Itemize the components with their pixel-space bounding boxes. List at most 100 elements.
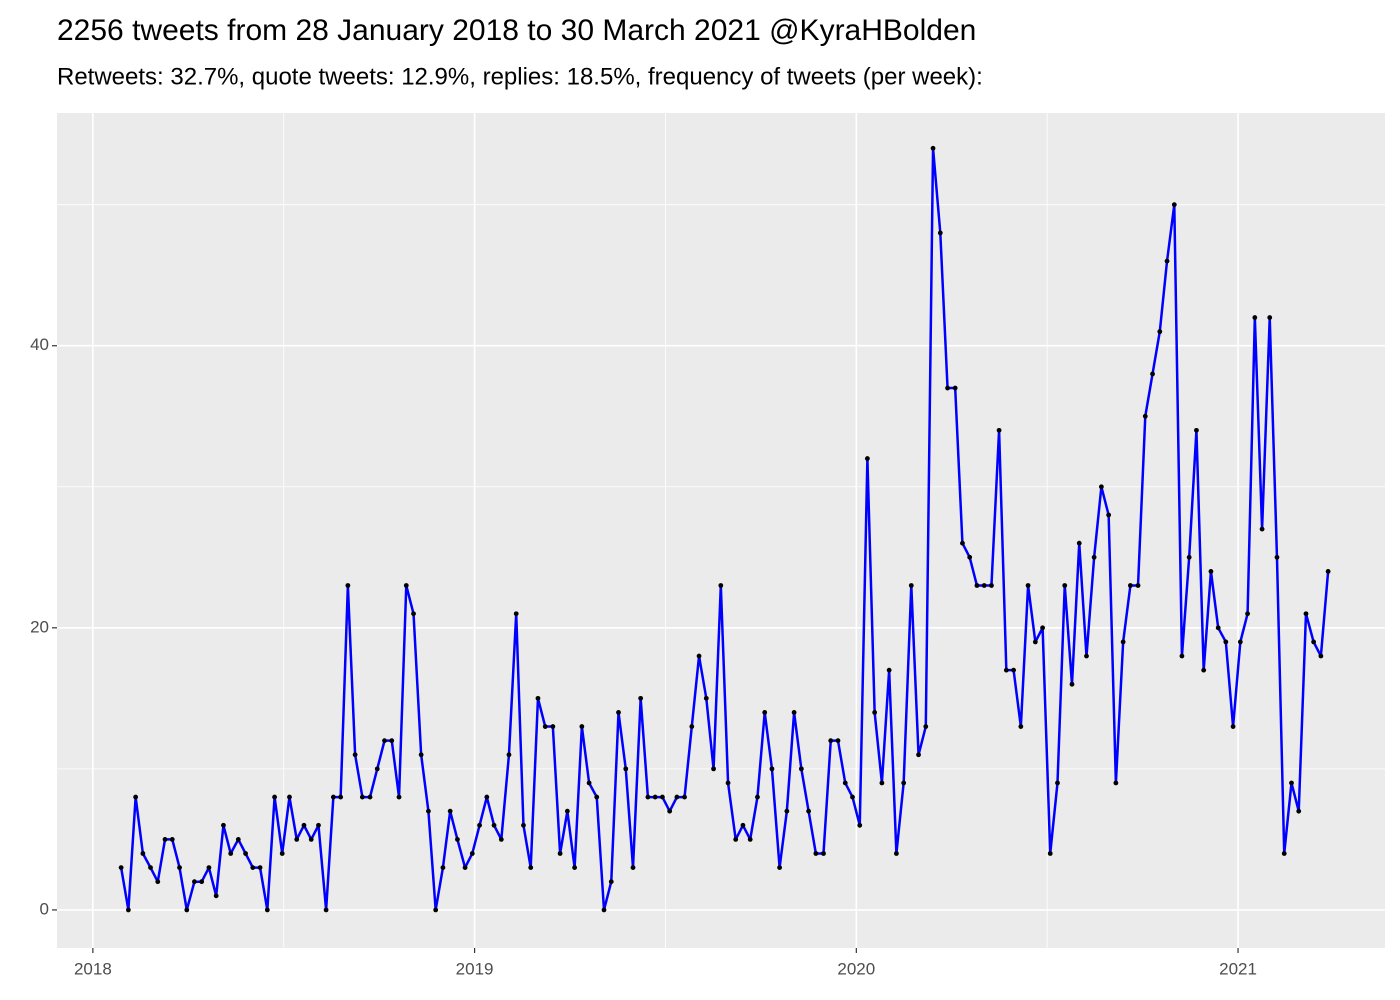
point	[352, 752, 358, 758]
point	[338, 794, 344, 800]
point	[608, 879, 614, 885]
point	[521, 822, 526, 828]
point	[594, 794, 600, 800]
point	[1135, 583, 1141, 588]
x-tick-label: 2021	[1219, 959, 1257, 978]
point	[893, 851, 899, 856]
point	[140, 851, 146, 856]
point	[118, 865, 124, 871]
point	[901, 780, 907, 786]
point	[287, 794, 292, 800]
point	[989, 583, 994, 588]
point	[440, 865, 446, 871]
point	[125, 907, 131, 913]
point	[491, 822, 497, 828]
point	[733, 836, 739, 842]
point	[623, 766, 629, 772]
point	[630, 865, 636, 871]
point	[1245, 611, 1250, 617]
point	[447, 808, 453, 814]
x-tick-label: 2020	[837, 959, 875, 978]
point	[908, 583, 914, 588]
point	[243, 851, 248, 856]
point	[711, 766, 716, 772]
point	[1281, 851, 1287, 856]
point	[1032, 639, 1038, 645]
point	[638, 695, 644, 701]
line	[119, 147, 1330, 912]
point	[806, 808, 812, 814]
point	[1098, 484, 1104, 490]
point	[535, 695, 541, 701]
point	[359, 794, 365, 800]
point	[981, 583, 987, 588]
point	[550, 724, 556, 729]
point	[857, 822, 863, 828]
point	[426, 808, 431, 814]
point	[542, 724, 548, 729]
point	[1150, 371, 1155, 377]
point	[184, 907, 190, 913]
point	[477, 822, 482, 828]
point	[872, 710, 878, 715]
point	[1127, 583, 1133, 588]
point	[937, 230, 943, 236]
point	[1062, 583, 1068, 588]
point	[1194, 427, 1199, 433]
point	[396, 794, 402, 800]
point	[330, 794, 336, 800]
point	[1289, 780, 1294, 786]
point	[1274, 554, 1280, 560]
point	[192, 879, 197, 885]
point	[1142, 413, 1148, 419]
point	[403, 583, 409, 588]
point	[411, 611, 416, 617]
point	[667, 808, 673, 814]
point	[1040, 625, 1045, 631]
y-tick-label: 20	[30, 617, 49, 636]
point	[1055, 780, 1060, 786]
point	[586, 780, 592, 786]
point	[1325, 569, 1331, 574]
point	[1011, 667, 1016, 673]
point	[513, 611, 519, 617]
point	[601, 907, 607, 913]
point	[469, 851, 475, 856]
point	[572, 865, 578, 871]
point	[967, 554, 973, 560]
point	[506, 752, 512, 758]
point	[316, 822, 321, 828]
point	[1252, 315, 1258, 320]
point	[162, 836, 168, 842]
point	[250, 865, 256, 871]
point	[148, 865, 153, 871]
point	[769, 766, 775, 772]
point	[1215, 625, 1221, 631]
point	[864, 456, 870, 461]
point	[528, 865, 534, 871]
point	[923, 724, 929, 729]
point	[1164, 258, 1170, 264]
point	[1091, 554, 1097, 560]
point	[323, 907, 329, 913]
point	[1259, 526, 1265, 532]
point	[1208, 569, 1214, 574]
point	[1171, 202, 1177, 208]
point	[850, 794, 855, 800]
point	[462, 865, 468, 871]
point	[718, 583, 724, 588]
point	[418, 752, 424, 758]
chart-subtitle: Retweets: 32.7%, quote tweets: 12.9%, re…	[57, 63, 983, 90]
point	[213, 893, 219, 899]
point	[169, 836, 175, 842]
point	[747, 836, 753, 842]
point	[1267, 315, 1273, 320]
point	[945, 385, 950, 391]
y-tick-label: 0	[40, 899, 49, 918]
point	[996, 427, 1002, 433]
y-tick-label: 40	[30, 335, 49, 354]
point	[301, 822, 307, 828]
point	[674, 794, 680, 800]
point	[199, 879, 205, 885]
